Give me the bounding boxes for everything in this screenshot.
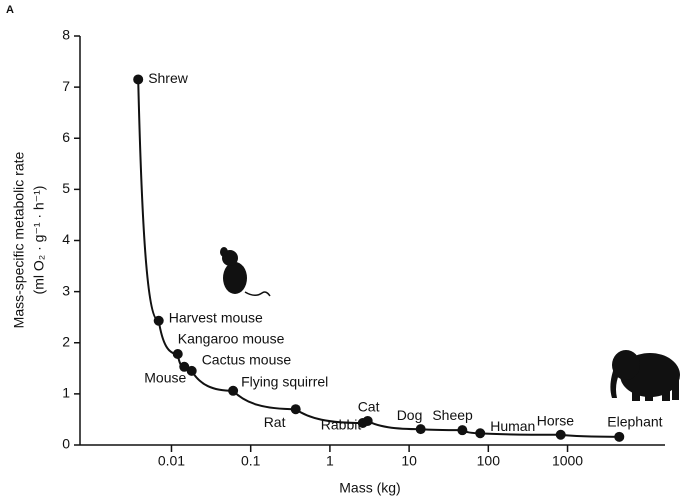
panel-label: A bbox=[6, 4, 14, 16]
y-tick-label: 0 bbox=[62, 436, 70, 452]
y-tick-label: 5 bbox=[62, 180, 70, 196]
chart: A Mass (kg) Mass-specific metabolic rate… bbox=[0, 0, 681, 503]
point-label: Shrew bbox=[148, 70, 189, 86]
x-axis-label: Mass (kg) bbox=[339, 480, 400, 496]
x-tick-label: 0.01 bbox=[158, 453, 185, 469]
y-tick-label: 8 bbox=[62, 27, 70, 43]
point-label: Cat bbox=[358, 399, 380, 415]
point-label: Human bbox=[490, 418, 535, 434]
elephant-icon bbox=[610, 350, 680, 401]
y-axis-label: Mass-specific metabolic rate bbox=[11, 151, 27, 328]
data-point bbox=[187, 366, 197, 376]
y-tick-label: 7 bbox=[62, 78, 70, 94]
x-tick-label: 0.1 bbox=[241, 453, 261, 469]
data-point bbox=[291, 404, 301, 414]
data-point bbox=[228, 386, 238, 396]
point-label: Elephant bbox=[607, 414, 662, 430]
data-point bbox=[416, 424, 426, 434]
x-tick-label: 100 bbox=[477, 453, 501, 469]
fit-curve bbox=[138, 79, 619, 436]
y-tick-label: 4 bbox=[62, 231, 70, 247]
point-label: Rat bbox=[264, 414, 286, 430]
mouse-icon bbox=[220, 247, 270, 296]
point-label: Sheep bbox=[432, 407, 473, 423]
point-label: Harvest mouse bbox=[169, 309, 263, 325]
point-label: Mouse bbox=[144, 369, 186, 385]
data-point bbox=[475, 428, 485, 438]
point-label: Cactus mouse bbox=[202, 352, 292, 368]
x-tick-label: 1 bbox=[326, 453, 334, 469]
point-label: Dog bbox=[397, 407, 423, 423]
y-tick-label: 2 bbox=[62, 333, 70, 349]
y-axis-label: (ml O₂ · g⁻¹ · h⁻¹) bbox=[31, 186, 47, 295]
x-tick-label: 1000 bbox=[552, 453, 583, 469]
data-point bbox=[363, 416, 373, 426]
data-point bbox=[614, 432, 624, 442]
data-point bbox=[173, 349, 183, 359]
data-point bbox=[556, 430, 566, 440]
data-point bbox=[457, 425, 467, 435]
data-point bbox=[133, 74, 143, 84]
data-point bbox=[154, 316, 164, 326]
y-tick-label: 6 bbox=[62, 129, 70, 145]
point-label: Flying squirrel bbox=[241, 374, 328, 390]
y-tick-label: 1 bbox=[62, 385, 70, 401]
point-label: Horse bbox=[537, 412, 575, 428]
x-tick-label: 10 bbox=[401, 453, 417, 469]
point-label: Kangaroo mouse bbox=[178, 331, 285, 347]
y-tick-label: 3 bbox=[62, 282, 70, 298]
point-label: Rabbit bbox=[321, 417, 362, 433]
